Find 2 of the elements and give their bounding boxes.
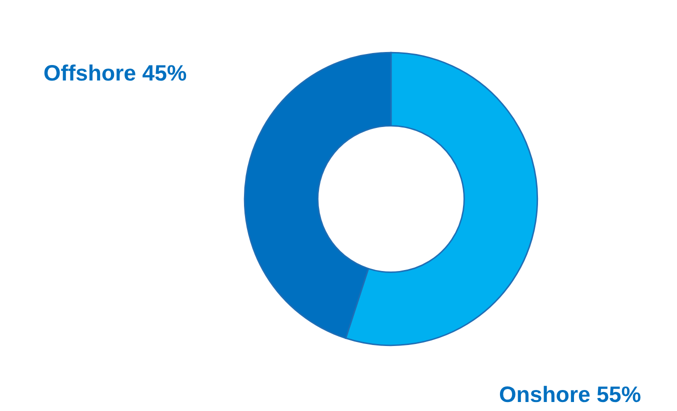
slice-label: Onshore 55% [500, 386, 640, 402]
slice-label: Offshore 45% [44, 64, 186, 81]
